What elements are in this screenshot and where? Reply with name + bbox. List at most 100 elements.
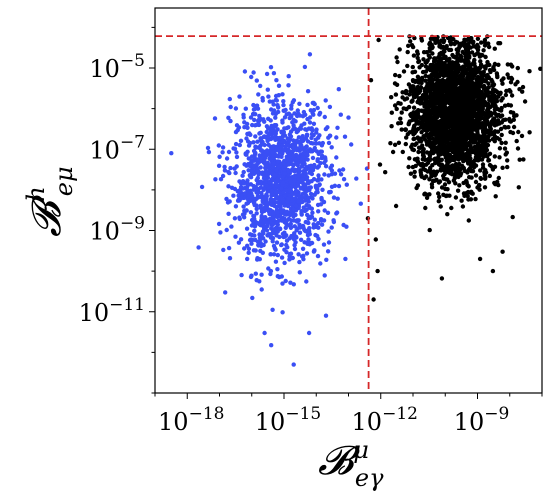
data-point-blue	[291, 153, 296, 158]
data-point-black	[439, 80, 444, 85]
data-point-black	[470, 163, 476, 169]
data-point-black	[421, 117, 426, 122]
data-point-blue	[258, 138, 263, 143]
data-point-blue	[277, 213, 283, 219]
data-point-blue	[311, 249, 317, 254]
data-point-blue	[244, 208, 249, 213]
data-point-blue	[237, 142, 242, 148]
data-point-blue	[237, 189, 243, 195]
data-point-blue	[206, 149, 212, 155]
y-tick-label: 10−11	[79, 295, 145, 327]
data-point-blue	[233, 234, 238, 239]
data-point-black	[500, 249, 505, 254]
data-point-blue	[258, 223, 263, 228]
data-point-blue	[279, 255, 285, 260]
data-point-blue	[312, 192, 317, 197]
data-point-black	[494, 89, 499, 94]
data-point-black	[410, 44, 416, 50]
data-point-black	[407, 92, 412, 97]
data-point-blue	[218, 177, 224, 182]
data-point-blue	[257, 257, 262, 262]
data-point-black	[490, 101, 495, 106]
data-point-black	[520, 84, 526, 90]
data-point-black	[392, 81, 398, 86]
data-point-blue	[268, 268, 274, 274]
data-point-blue	[241, 112, 246, 118]
data-point-blue	[274, 78, 279, 83]
data-point-blue	[169, 151, 174, 156]
data-point-blue	[277, 139, 282, 144]
data-point-black	[465, 182, 470, 188]
data-point-black	[427, 45, 432, 51]
data-point-black	[470, 118, 475, 123]
data-point-black	[472, 57, 477, 63]
data-point-blue	[232, 146, 238, 151]
data-point-black	[487, 151, 493, 156]
data-point-black	[427, 94, 432, 100]
data-point-blue	[324, 257, 329, 262]
data-point-blue	[264, 192, 269, 197]
data-point-black	[485, 115, 490, 121]
data-point-blue	[278, 204, 283, 210]
data-point-black	[481, 101, 487, 106]
data-point-black	[443, 54, 448, 60]
y-axis-title: 𝓑heμ	[22, 166, 78, 237]
data-point-black	[507, 118, 512, 124]
data-point-blue	[254, 211, 259, 216]
data-point-black	[473, 173, 479, 178]
data-point-blue	[226, 115, 231, 121]
data-point-blue	[299, 139, 305, 144]
data-point-black	[464, 141, 469, 146]
data-point-blue	[262, 142, 267, 148]
data-point-black	[442, 68, 448, 74]
data-point-black	[436, 199, 441, 204]
data-point-blue	[307, 185, 312, 190]
data-point-black	[442, 101, 447, 106]
data-point-blue	[222, 164, 227, 170]
data-point-black	[439, 276, 445, 281]
data-point-black	[485, 103, 490, 109]
data-point-blue	[323, 98, 328, 103]
data-point-blue	[248, 237, 253, 242]
data-point-blue	[263, 239, 268, 244]
data-point-black	[410, 98, 415, 104]
data-point-black	[398, 101, 403, 106]
data-point-blue	[284, 238, 290, 243]
data-point-blue	[228, 104, 233, 110]
data-point-blue	[306, 216, 311, 221]
data-point-blue	[287, 187, 292, 192]
data-point-black	[483, 79, 488, 84]
data-point-blue	[299, 173, 304, 178]
data-point-black	[497, 146, 503, 151]
data-point-black	[460, 82, 465, 87]
data-point-black	[439, 185, 445, 190]
data-point-blue	[303, 166, 308, 171]
data-point-blue	[301, 151, 306, 156]
data-point-blue	[326, 140, 332, 146]
data-point-blue	[267, 211, 272, 217]
data-point-blue	[265, 200, 270, 205]
data-point-blue	[245, 187, 250, 192]
data-point-blue	[291, 126, 296, 132]
data-point-blue	[312, 217, 317, 222]
data-point-black	[405, 63, 410, 69]
data-point-black	[482, 64, 487, 69]
data-point-black	[397, 47, 402, 52]
data-point-black	[415, 183, 421, 188]
data-point-black	[431, 65, 437, 70]
data-point-blue	[320, 140, 325, 146]
data-point-blue	[265, 133, 271, 139]
data-point-black	[451, 37, 456, 42]
data-point-black	[483, 54, 488, 60]
data-point-black	[423, 96, 429, 101]
data-point-black	[463, 88, 469, 93]
data-point-blue	[304, 132, 310, 137]
data-point-black	[410, 64, 415, 70]
data-point-black	[434, 169, 440, 174]
data-point-blue	[242, 162, 247, 167]
data-point-blue	[279, 208, 284, 214]
data-point-blue	[258, 83, 263, 89]
data-point-blue	[303, 207, 309, 212]
data-point-blue	[282, 260, 287, 266]
data-point-black	[470, 91, 475, 97]
